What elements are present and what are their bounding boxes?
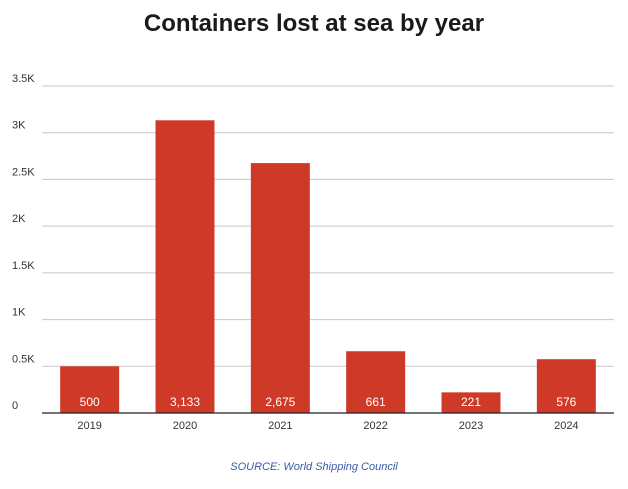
bar-value-label: 2,675 <box>265 395 295 409</box>
source-note: SOURCE: World Shipping Council <box>230 461 398 473</box>
y-tick-label: 1.5K <box>12 260 35 272</box>
x-tick-label: 2022 <box>363 420 387 432</box>
y-tick-label: 0.5K <box>12 353 35 365</box>
x-axis-tick-labels: 2019 2020 2021 2022 2023 2024 <box>77 420 578 432</box>
x-tick-label: 2019 <box>77 420 101 432</box>
x-tick-label: 2024 <box>554 420 578 432</box>
y-tick-label: 2K <box>12 213 26 225</box>
bar-value-label: 3,133 <box>170 395 200 409</box>
chart-title: Containers lost at sea by year <box>143 10 485 37</box>
bars <box>60 120 596 414</box>
x-tick-label: 2020 <box>173 420 197 432</box>
y-axis-tick-labels: 0 0.5K 1K 1.5K 2K 2.5K 3K 3.5K <box>12 73 35 412</box>
bar-value-label: 576 <box>556 395 576 409</box>
bar-2021 <box>250 163 310 413</box>
bar-2023 <box>441 392 501 413</box>
x-tick-label: 2021 <box>268 420 292 432</box>
y-tick-label: 0 <box>12 400 18 412</box>
bar-2022 <box>346 351 406 413</box>
y-tick-label: 1K <box>12 307 26 319</box>
bar-value-labels: 500 3,133 2,675 661 221 576 <box>80 395 577 409</box>
bar-2019 <box>60 366 120 413</box>
gridlines <box>42 85 614 367</box>
bar-2024 <box>536 359 596 413</box>
bar-2020 <box>155 120 215 414</box>
y-tick-label: 3K <box>12 120 26 132</box>
bar-value-label: 661 <box>366 395 386 409</box>
bar-value-label: 500 <box>80 395 100 409</box>
x-tick-label: 2023 <box>459 420 483 432</box>
bar-value-label: 221 <box>461 395 481 409</box>
y-tick-label: 2.5K <box>12 166 35 178</box>
y-tick-label: 3.5K <box>12 73 35 85</box>
